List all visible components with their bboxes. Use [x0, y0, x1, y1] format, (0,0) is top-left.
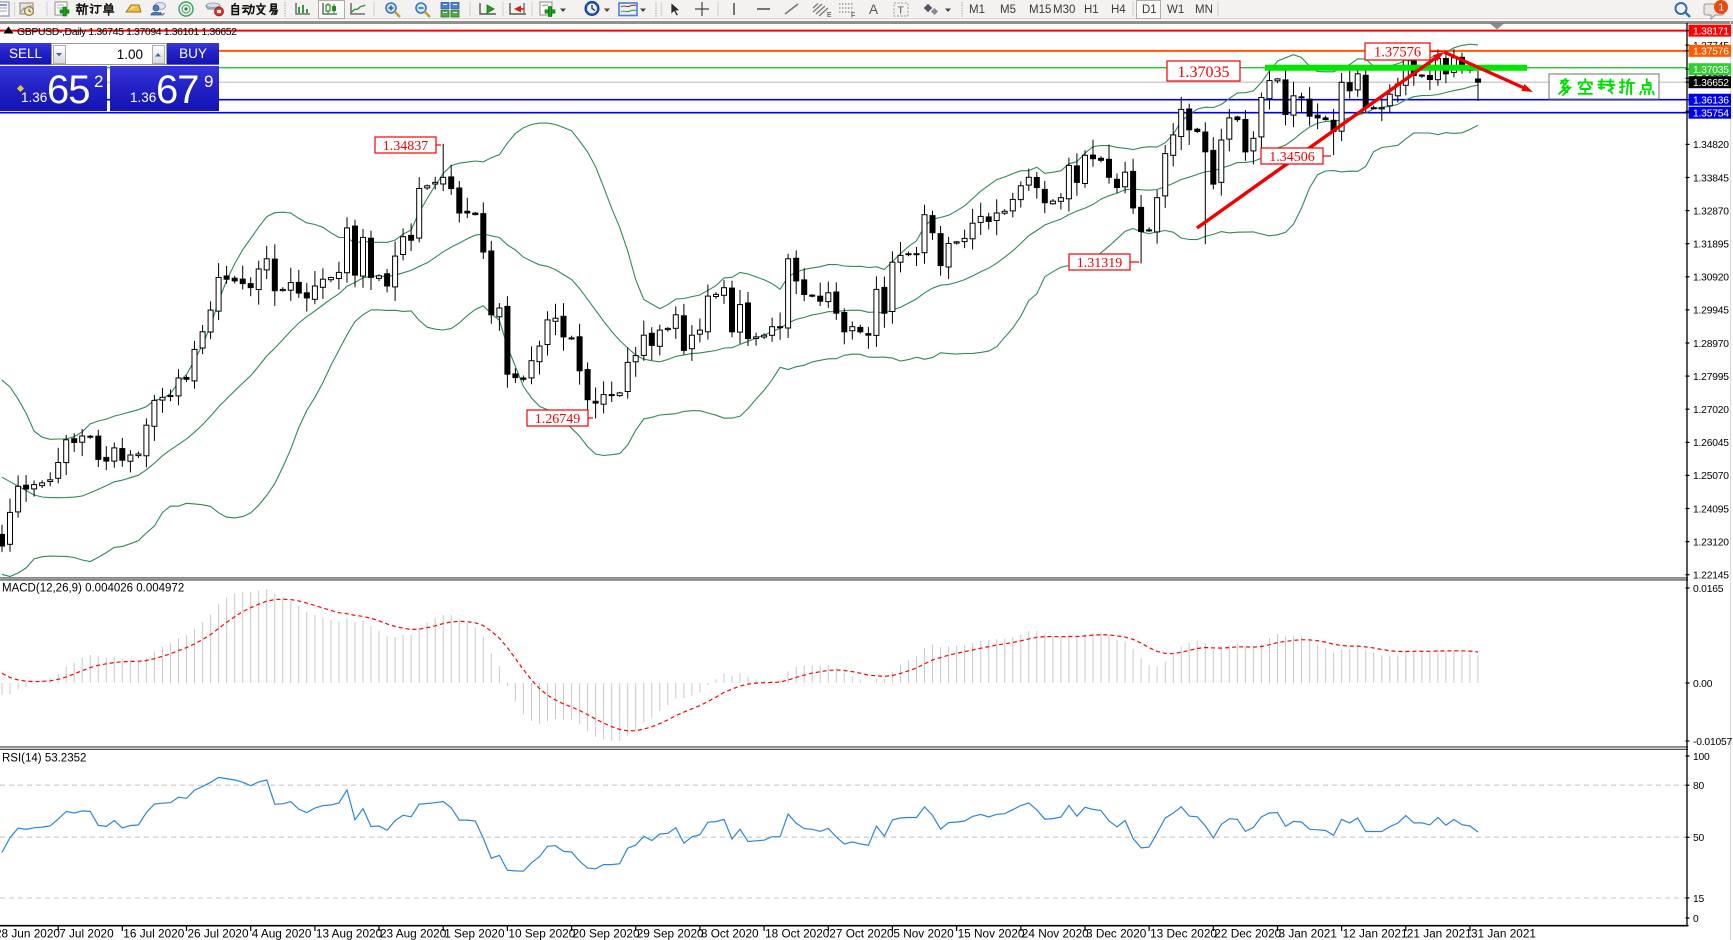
svg-text:F: F — [851, 13, 855, 20]
svg-text:16 Jul 2020: 16 Jul 2020 — [123, 927, 184, 940]
svg-text:22 Dec 2020: 22 Dec 2020 — [1214, 927, 1281, 940]
svg-text:1.34837: 1.34837 — [383, 139, 429, 154]
svg-text:MN: MN — [1195, 4, 1213, 16]
svg-text:3 Jan 2021: 3 Jan 2021 — [1279, 927, 1337, 940]
svg-text:31 Jan 2021: 31 Jan 2021 — [1471, 927, 1536, 940]
svg-text:1.36652: 1.36652 — [1693, 78, 1729, 89]
svg-text:0: 0 — [1693, 914, 1699, 925]
svg-text:1.36136: 1.36136 — [1693, 96, 1729, 107]
svg-text:A: A — [869, 2, 878, 17]
svg-text:26 Jul 2020: 26 Jul 2020 — [188, 927, 249, 940]
svg-text:1.32870: 1.32870 — [1693, 206, 1729, 217]
svg-text:1 Sep 2020: 1 Sep 2020 — [444, 927, 505, 940]
svg-text:15 Nov 2020: 15 Nov 2020 — [958, 927, 1025, 940]
svg-text:29 Sep 2020: 29 Sep 2020 — [637, 927, 704, 940]
svg-text:1: 1 — [1719, 3, 1725, 14]
svg-text:1.26045: 1.26045 — [1693, 438, 1729, 449]
svg-text:MACD(12,26,9) 0.004026 0.00497: MACD(12,26,9) 0.004026 0.004972 — [2, 583, 184, 595]
svg-text:M30: M30 — [1053, 4, 1075, 16]
svg-text:1.27020: 1.27020 — [1693, 405, 1729, 416]
svg-text:1.37576: 1.37576 — [1374, 45, 1421, 61]
svg-text:4 Aug 2020: 4 Aug 2020 — [252, 927, 312, 940]
svg-text:1.24095: 1.24095 — [1693, 504, 1729, 515]
svg-text:23 Aug 2020: 23 Aug 2020 — [380, 927, 447, 940]
svg-text:1.38171: 1.38171 — [1693, 26, 1729, 37]
svg-text:RSI(14) 53.2352: RSI(14) 53.2352 — [2, 753, 86, 765]
svg-text:1.33845: 1.33845 — [1693, 173, 1729, 184]
svg-text:1.31895: 1.31895 — [1693, 240, 1729, 251]
svg-text:GBPUSD-,Daily 1.36745 1.37094: GBPUSD-,Daily 1.36745 1.37094 1.36101 1.… — [17, 26, 237, 38]
svg-text:M15: M15 — [1029, 4, 1051, 16]
svg-text:15: 15 — [1693, 894, 1705, 905]
svg-text:1.29945: 1.29945 — [1693, 306, 1729, 317]
svg-text:1.25070: 1.25070 — [1693, 471, 1729, 482]
svg-text:W1: W1 — [1167, 4, 1184, 16]
svg-text:28 Jun 2020: 28 Jun 2020 — [0, 927, 60, 940]
svg-text:27 Oct 2020: 27 Oct 2020 — [829, 927, 894, 940]
svg-text:1.22145: 1.22145 — [1693, 571, 1729, 582]
svg-text:1.34506: 1.34506 — [1269, 150, 1315, 165]
svg-text:5 Nov 2020: 5 Nov 2020 — [893, 927, 954, 940]
svg-text:18 Oct 2020: 18 Oct 2020 — [765, 927, 830, 940]
svg-text:1.23120: 1.23120 — [1693, 537, 1729, 548]
svg-text:1.37035: 1.37035 — [1693, 65, 1729, 76]
svg-text:13 Dec 2020: 13 Dec 2020 — [1150, 927, 1217, 940]
svg-text:E: E — [827, 12, 832, 19]
svg-text:8 Oct 2020: 8 Oct 2020 — [701, 927, 759, 940]
svg-text:12 Jan 2021: 12 Jan 2021 — [1343, 927, 1408, 940]
svg-text:D1: D1 — [1142, 4, 1157, 16]
svg-text:13 Aug 2020: 13 Aug 2020 — [316, 927, 383, 940]
svg-text:1.28970: 1.28970 — [1693, 339, 1729, 350]
svg-text:1.35754: 1.35754 — [1693, 108, 1729, 119]
svg-text:T: T — [898, 5, 905, 17]
svg-text:1.34820: 1.34820 — [1693, 140, 1729, 151]
svg-text:1.30920: 1.30920 — [1693, 273, 1729, 284]
svg-text:24 Nov 2020: 24 Nov 2020 — [1022, 927, 1089, 940]
svg-text:21 Jan 2021: 21 Jan 2021 — [1407, 927, 1472, 940]
svg-text:0.0165: 0.0165 — [1693, 584, 1724, 595]
svg-text:1.37035: 1.37035 — [1178, 64, 1230, 81]
svg-text:80: 80 — [1693, 781, 1705, 792]
svg-text:1.37576: 1.37576 — [1693, 47, 1729, 58]
svg-text:1.31319: 1.31319 — [1077, 256, 1123, 271]
svg-text:20 Sep 2020: 20 Sep 2020 — [573, 927, 640, 940]
svg-text:1.26749: 1.26749 — [535, 412, 581, 427]
svg-text:M1: M1 — [969, 4, 985, 16]
svg-text:1.27995: 1.27995 — [1693, 372, 1729, 383]
svg-text:H4: H4 — [1111, 4, 1126, 16]
svg-text:100: 100 — [1693, 752, 1710, 763]
svg-text:50: 50 — [1693, 833, 1705, 844]
svg-text:H1: H1 — [1084, 4, 1099, 16]
svg-text:3 Dec 2020: 3 Dec 2020 — [1086, 927, 1147, 940]
svg-text:10 Sep 2020: 10 Sep 2020 — [508, 927, 575, 940]
svg-text:7 Jul 2020: 7 Jul 2020 — [59, 927, 114, 940]
svg-text:0.00: 0.00 — [1693, 679, 1713, 690]
svg-text:M5: M5 — [1000, 4, 1016, 16]
